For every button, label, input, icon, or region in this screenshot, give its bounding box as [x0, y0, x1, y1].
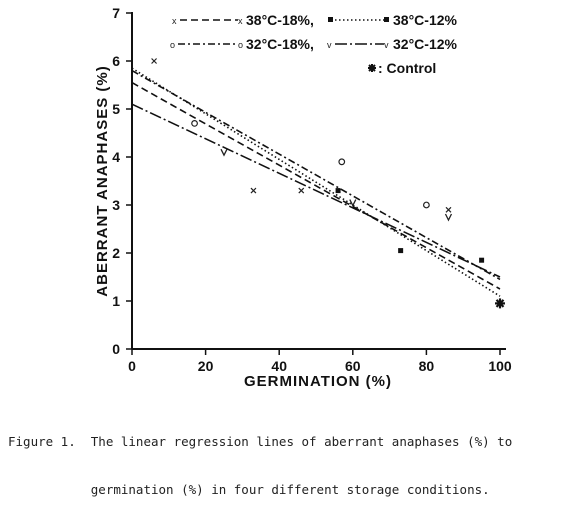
caption-line-1: Figure 1. The linear regression lines of… [8, 434, 513, 449]
legend-marker-38c-18-end: x [238, 16, 243, 26]
legend-label-32c-12: 32°C-12% [393, 36, 458, 52]
y-tick-label: 6 [112, 53, 120, 69]
data-point-open-circle [191, 120, 198, 127]
axes [131, 12, 506, 350]
legend-marker-control [368, 64, 376, 72]
legend-marker-32c-18-end: o [238, 40, 243, 50]
regression-lines [131, 67, 501, 297]
x-tick-label: 60 [345, 358, 361, 374]
x-tick-label: 100 [488, 358, 512, 374]
regression-chart: 0 1 2 3 4 5 6 7 0 20 40 60 80 100 GERMINATION (%) ABE… [94, 5, 512, 390]
caption-line-2: germination (%) in four different storag… [8, 482, 490, 497]
figure-caption: Figure 1. The linear regression lines of… [8, 402, 564, 514]
data-point-filled-square [335, 188, 341, 194]
x-tick-label: 0 [128, 358, 136, 374]
x-tick-label: 20 [198, 358, 214, 374]
y-tick-label: 3 [112, 197, 120, 213]
data-point-v [349, 199, 357, 208]
x-tick-label: 40 [271, 358, 287, 374]
y-tick-label: 4 [112, 149, 120, 165]
x-tick-label: 80 [419, 358, 435, 374]
data-point-v [220, 148, 228, 157]
legend-marker-38c-18: x [172, 16, 177, 26]
legend-label-control: : Control [378, 60, 436, 76]
data-points [151, 58, 505, 309]
data-point-filled-square [479, 257, 485, 263]
data-point-x [445, 206, 452, 213]
legend-label-38c-12: 38°C-12% [393, 12, 458, 28]
data-point-open-circle [422, 201, 430, 209]
x-axis-title: GERMINATION (%) [244, 373, 392, 390]
data-point-x [250, 187, 257, 194]
legend-label-32c-18: 32°C-18%, [246, 36, 314, 52]
y-tick-label: 2 [112, 245, 120, 261]
legend-marker-32c-18: o [170, 40, 175, 50]
legend-label-38c-18: 38°C-18%, [246, 12, 314, 28]
data-point-filled-square [398, 248, 404, 254]
data-point-open-circle [338, 158, 346, 166]
regression-line-3 [131, 69, 501, 281]
tick-labels: 0 1 2 3 4 5 6 7 0 20 40 60 80 100 [112, 5, 512, 374]
y-tick-label: 0 [112, 341, 120, 357]
ticks [126, 12, 501, 355]
legend-marker-38c-12 [328, 17, 333, 22]
regression-line-4 [131, 103, 501, 278]
y-tick-label: 7 [112, 5, 120, 21]
data-point-star [495, 298, 505, 309]
legend-marker-32c-12: v [327, 40, 332, 50]
data-point-v [444, 213, 453, 222]
y-tick-label: 1 [112, 293, 120, 309]
data-point-x [151, 58, 158, 64]
y-axis-title: ABERRANT ANAPHASES (%) [94, 65, 111, 296]
data-point-x [298, 187, 305, 194]
legend-marker-32c-12-end: v [384, 40, 389, 50]
legend-marker-38c-12-end [384, 17, 389, 22]
legend: x x 38°C-18%, 38°C-12% o o 32°C-18%, v v… [170, 12, 458, 76]
regression-line-1 [131, 81, 501, 290]
y-tick-label: 5 [112, 101, 120, 117]
